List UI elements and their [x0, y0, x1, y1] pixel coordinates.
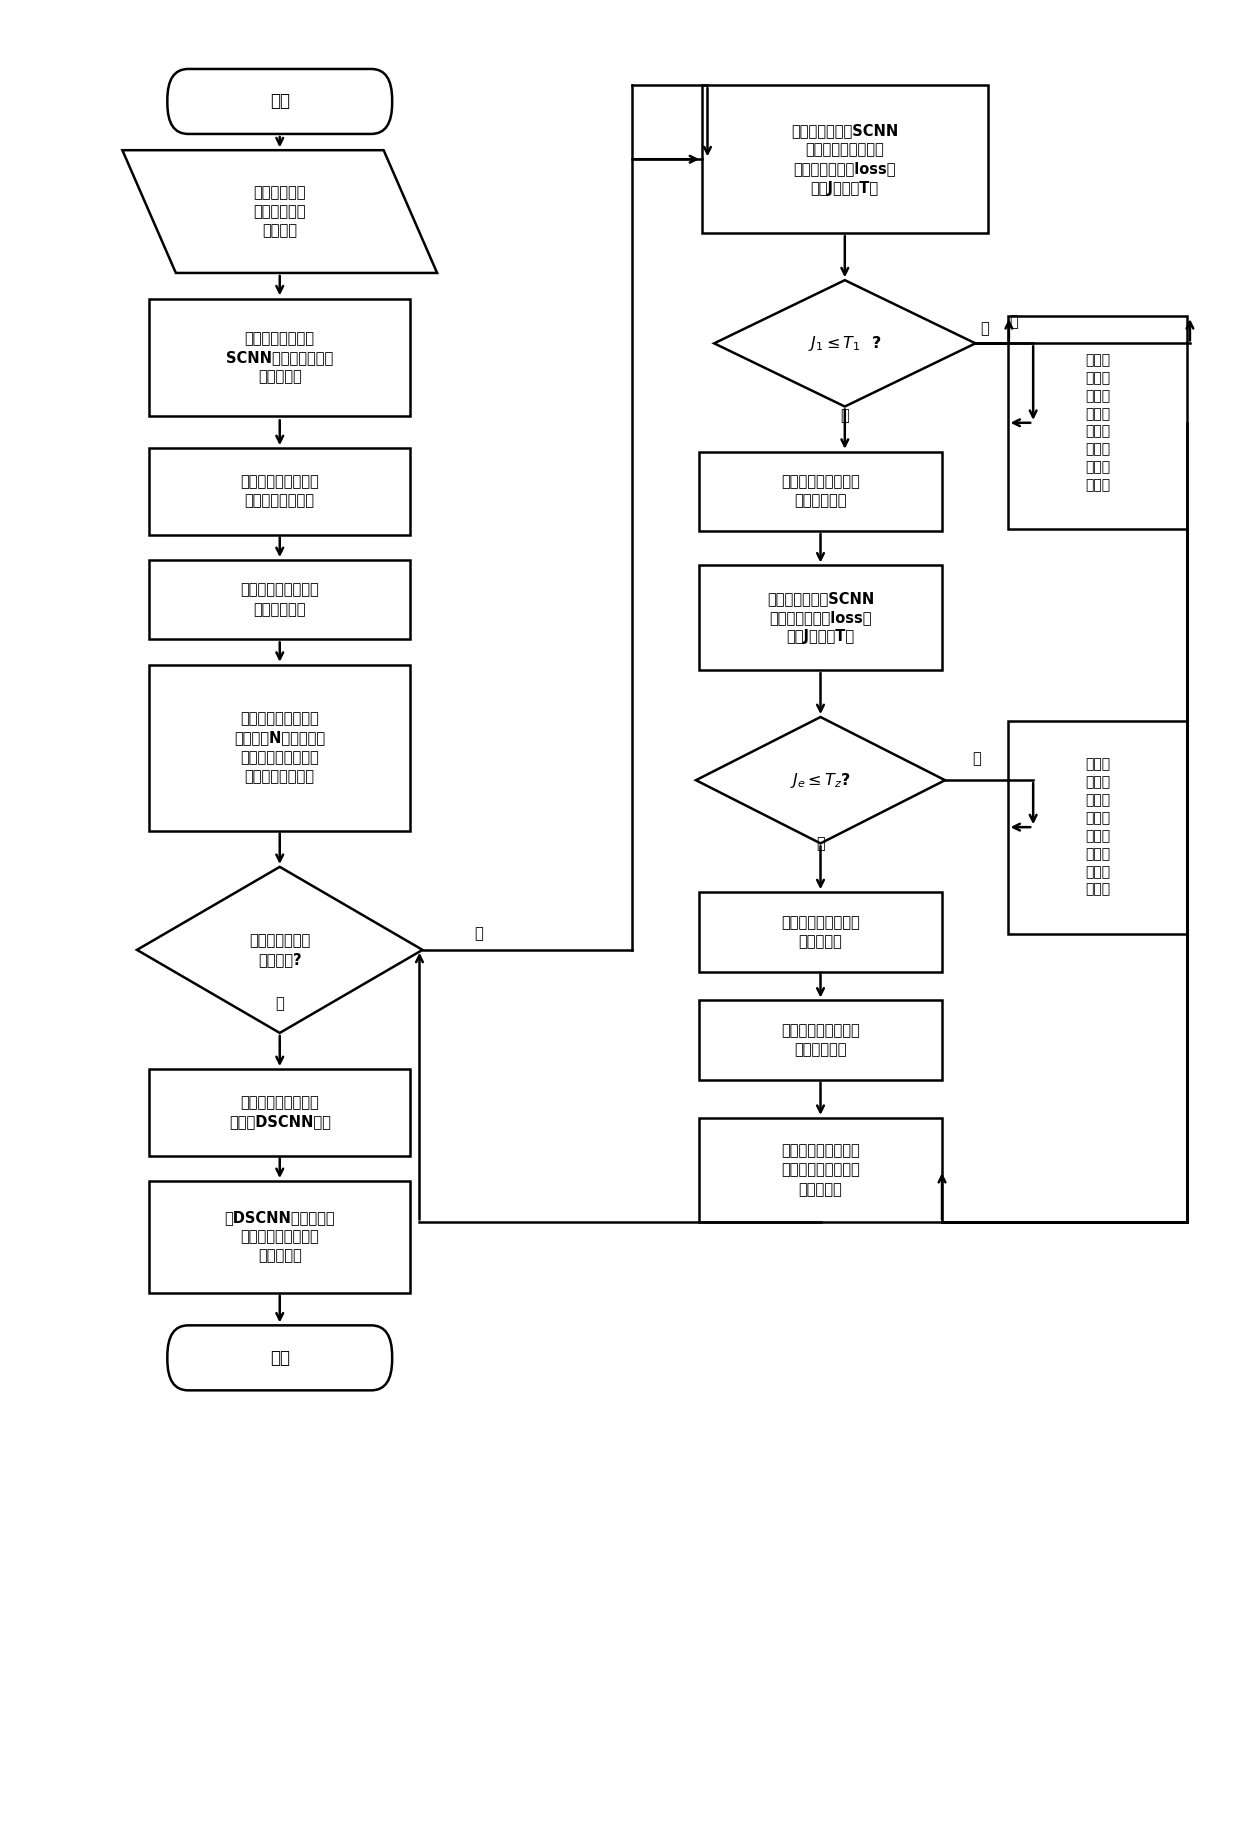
- Text: 将所有特征向量上传
到本地服务器: 将所有特征向量上传 到本地服务器: [241, 582, 319, 617]
- Text: 行人库图像和待识别
图像产生N对特征向量
对，选取其中一对特
征向量计算相似度: 行人库图像和待识别 图像产生N对特征向量 对，选取其中一对特 征向量计算相似度: [234, 711, 325, 785]
- Text: 本次样
本对在
本地退
出点退
出，继
续下个
样本对
的训练: 本次样 本对在 本地退 出点退 出，继 续下个 样本对 的训练: [1085, 354, 1110, 492]
- Text: 所有特征向量对
遍历完成?: 所有特征向量对 遍历完成?: [249, 932, 310, 967]
- Text: 将DSCNN部署在一块
区域的多台摄像机中
并完成测试: 将DSCNN部署在一块 区域的多台摄像机中 并完成测试: [224, 1210, 335, 1264]
- FancyBboxPatch shape: [149, 1068, 410, 1155]
- Text: 否: 否: [841, 409, 849, 424]
- Text: 输入图像经过本地
SCNN网络处理，产生
相应特征图: 输入图像经过本地 SCNN网络处理，产生 相应特征图: [226, 332, 334, 385]
- FancyBboxPatch shape: [1008, 720, 1188, 934]
- Text: 将所有特征图上传到
边缘端服务器: 将所有特征图上传到 边缘端服务器: [781, 473, 859, 508]
- Text: 一个行人重识
别数据集作为
训练输入: 一个行人重识 别数据集作为 训练输入: [253, 184, 306, 238]
- FancyBboxPatch shape: [699, 565, 942, 670]
- Text: 是: 是: [972, 752, 981, 766]
- Text: $J_e \leq T_z$?: $J_e \leq T_z$?: [790, 770, 851, 790]
- Text: 是: 是: [1009, 315, 1018, 330]
- Text: 联合本地端和边缘端
进行联合训练: 联合本地端和边缘端 进行联合训练: [781, 1022, 859, 1057]
- Text: 开始: 开始: [270, 92, 290, 111]
- Polygon shape: [696, 717, 945, 844]
- Text: 是: 是: [275, 997, 284, 1011]
- FancyBboxPatch shape: [699, 1000, 942, 1079]
- FancyBboxPatch shape: [167, 1326, 392, 1391]
- FancyBboxPatch shape: [167, 68, 392, 134]
- Text: 对整个本地端的SCNN
网络使用反向传播进
行训练，并得到loss函
数值J和设置T值: 对整个本地端的SCNN 网络使用反向传播进 行训练，并得到loss函 数值J和设…: [791, 123, 899, 195]
- Text: 联合本地端进行SCNN
的训练，并得到loss函
数值J和设置T值: 联合本地端进行SCNN 的训练，并得到loss函 数值J和设置T值: [766, 591, 874, 645]
- FancyBboxPatch shape: [702, 85, 987, 234]
- Text: 将所有特征图上传到
云端服务器: 将所有特征图上传到 云端服务器: [781, 915, 859, 949]
- Text: 结束: 结束: [270, 1348, 290, 1367]
- FancyBboxPatch shape: [1008, 317, 1188, 529]
- Text: 是: 是: [980, 321, 990, 337]
- Text: 本次样
本对在
边缘退
出点退
出，继
续下个
样本对
的训练: 本次样 本对在 边缘退 出点退 出，继 续下个 样本对 的训练: [1085, 757, 1110, 897]
- Text: 特征图经过全连接层
产生两个特征向量: 特征图经过全连接层 产生两个特征向量: [241, 473, 319, 508]
- Text: 否: 否: [474, 927, 482, 941]
- FancyBboxPatch shape: [149, 448, 410, 534]
- FancyBboxPatch shape: [149, 1181, 410, 1293]
- Polygon shape: [123, 151, 438, 273]
- Text: 整个训练完成，得到
最终的DSCNN模型: 整个训练完成，得到 最终的DSCNN模型: [229, 1096, 331, 1129]
- FancyBboxPatch shape: [699, 892, 942, 971]
- Polygon shape: [714, 280, 976, 407]
- FancyBboxPatch shape: [149, 665, 410, 831]
- Text: 否: 否: [816, 836, 825, 851]
- Polygon shape: [136, 868, 423, 1033]
- FancyBboxPatch shape: [149, 298, 410, 416]
- FancyBboxPatch shape: [149, 560, 410, 639]
- FancyBboxPatch shape: [699, 1118, 942, 1223]
- Text: 本次样本对在云退出
点退出，继续下个样
本对的训练: 本次样本对在云退出 点退出，继续下个样 本对的训练: [781, 1144, 859, 1197]
- Text: $J_1 \leq T_1$  ?: $J_1 \leq T_1$ ?: [808, 333, 882, 354]
- FancyBboxPatch shape: [699, 451, 942, 530]
